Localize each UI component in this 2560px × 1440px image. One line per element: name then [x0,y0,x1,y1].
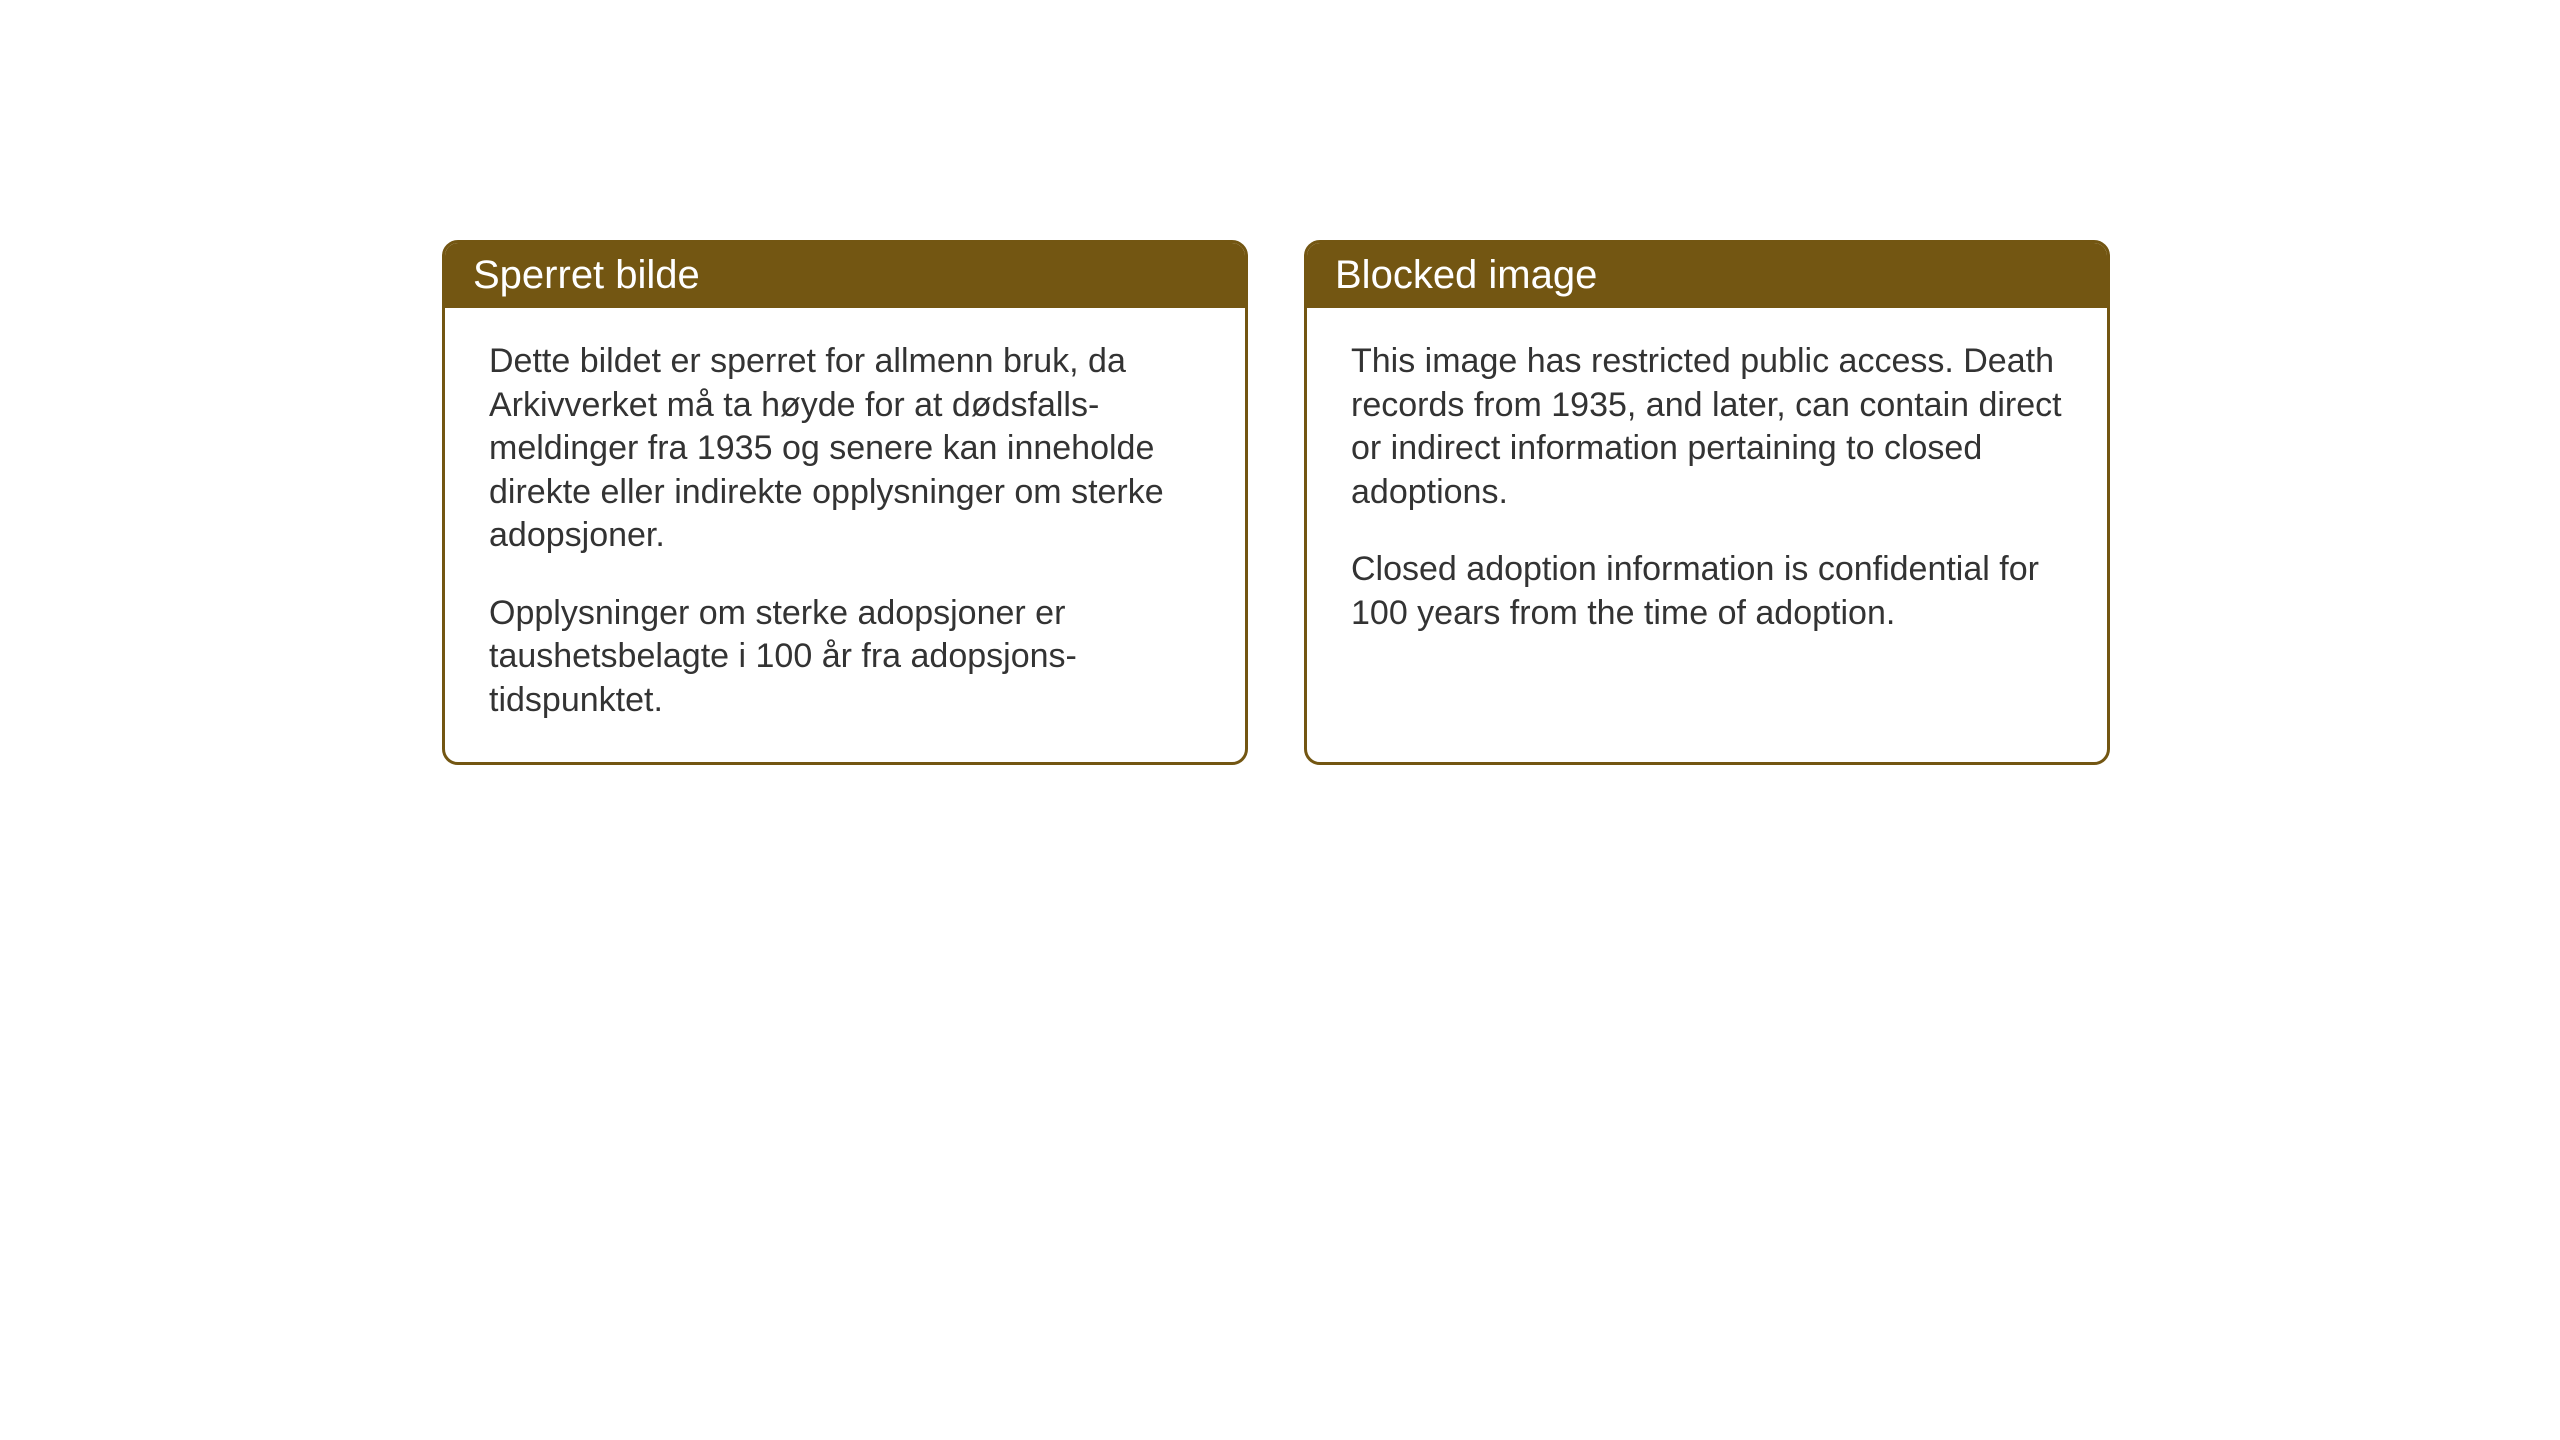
card-title-english: Blocked image [1335,253,1597,297]
notice-card-english: Blocked image This image has restricted … [1304,240,2110,765]
card-header-english: Blocked image [1307,243,2107,308]
notice-card-norwegian: Sperret bilde Dette bildet er sperret fo… [442,240,1248,765]
card-header-norwegian: Sperret bilde [445,243,1245,308]
card-body-english: This image has restricted public access.… [1307,308,2107,754]
card-paragraph-norwegian-2: Opplysninger om sterke adopsjoner er tau… [489,592,1201,723]
card-paragraph-english-1: This image has restricted public access.… [1351,340,2063,514]
card-paragraph-norwegian-1: Dette bildet er sperret for allmenn bruk… [489,340,1201,558]
notice-container: Sperret bilde Dette bildet er sperret fo… [442,240,2110,765]
card-paragraph-english-2: Closed adoption information is confident… [1351,548,2063,635]
card-title-norwegian: Sperret bilde [473,253,700,297]
card-body-norwegian: Dette bildet er sperret for allmenn bruk… [445,308,1245,762]
